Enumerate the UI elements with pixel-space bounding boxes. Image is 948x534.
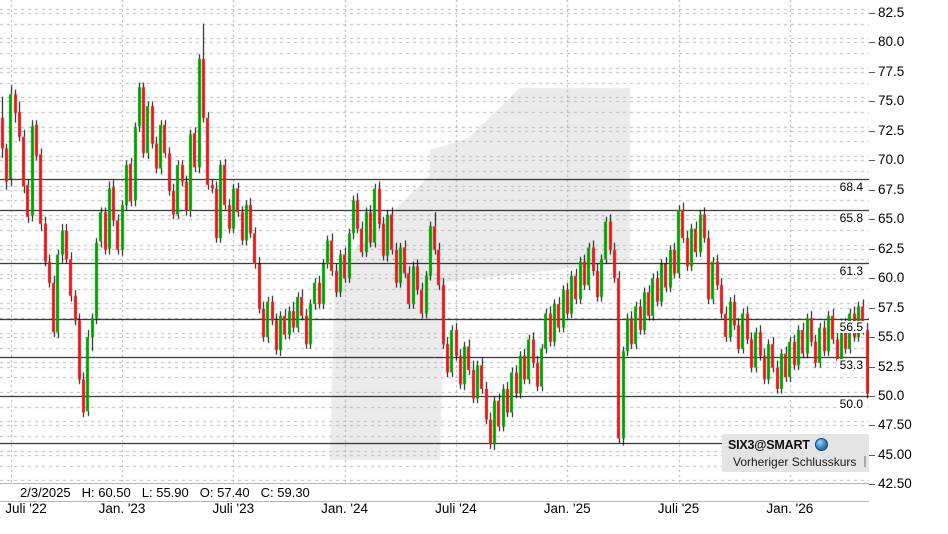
price-level-tag: 50.0 xyxy=(836,398,866,410)
y-tick-label: 77.5 xyxy=(878,63,905,79)
ohlc-high: H: 60.50 xyxy=(81,485,131,500)
y-tick-label: 75.0 xyxy=(878,93,905,109)
ohlc-date: 2/3/2025 xyxy=(20,485,71,500)
price-level-tag: 68.4 xyxy=(836,181,866,194)
candlestick-canvas[interactable] xyxy=(0,0,869,495)
y-tick-label: 62.5 xyxy=(878,240,905,256)
globe-icon xyxy=(814,438,828,451)
legend-color-swatch[interactable] xyxy=(864,456,867,467)
y-tick-label: 42.50 xyxy=(878,476,912,492)
price-level-tag: 53.3 xyxy=(836,359,866,372)
y-tick-mark xyxy=(869,12,875,14)
y-tick-mark xyxy=(869,307,875,309)
y-tick-mark xyxy=(869,101,875,103)
y-tick-label: 82.5 xyxy=(878,4,905,20)
y-tick-mark xyxy=(869,396,875,397)
y-tick-label: 67.5 xyxy=(878,181,905,197)
y-tick-mark xyxy=(869,454,875,456)
x-axis-tick-label: Juli '25 xyxy=(657,501,700,516)
y-tick-label: 80.0 xyxy=(878,34,905,50)
y-tick-label: 47.50 xyxy=(878,417,912,433)
y-tick-mark xyxy=(869,366,875,368)
x-axis-tick-label: Jan. '26 xyxy=(766,501,814,516)
y-tick-mark xyxy=(869,425,875,427)
y-tick-label: 50.0 xyxy=(878,388,905,403)
x-axis: Juli '22 Jan. '23 Juli '23 Jan. '24 Juli '24… xyxy=(0,495,869,534)
x-axis-tick-label: Juli '22 xyxy=(5,501,47,516)
plot-area[interactable]: 68.465.861.356.553.350.045.99 xyxy=(0,0,869,495)
legend-row-symbol[interactable]: SIX3@SMART xyxy=(728,436,865,453)
y-tick-label: 70.0 xyxy=(878,152,905,168)
y-tick-mark xyxy=(869,484,875,486)
y-tick-mark xyxy=(869,42,875,44)
price-level-tag: 65.8 xyxy=(836,211,866,224)
y-tick-label: 45.00 xyxy=(878,446,912,462)
y-tick-mark xyxy=(869,189,875,191)
y-axis: 82.5 80.0 77.5 75.0 72.5 70.0 67.5 65.0 62.5 60.0… xyxy=(869,0,948,495)
legend-row-prevclose[interactable]: Vorheriger Schlusskurs xyxy=(728,453,867,470)
ohlc-low: L: 55.90 xyxy=(141,485,189,500)
ohlc-readout-bar: 2/3/2025 H: 60.50 L: 55.90 O: 57.40 C: 5… xyxy=(0,483,869,502)
price-level-tag: 56.5 xyxy=(836,321,866,334)
x-axis-tick-label: Jan. '23 xyxy=(98,501,146,516)
y-tick-label: 55.0 xyxy=(878,329,905,345)
y-tick-mark xyxy=(869,219,875,221)
x-axis-tick-label: Juli '24 xyxy=(435,501,477,516)
x-axis-tick-label: Jan. '24 xyxy=(321,501,369,516)
y-tick-label: 65.0 xyxy=(878,211,905,227)
y-tick-mark xyxy=(869,337,875,339)
y-tick-label: 72.5 xyxy=(878,122,905,138)
y-tick-label: 52.5 xyxy=(878,358,905,374)
ohlc-open: O: 57.40 xyxy=(199,485,250,500)
x-axis-tick-label: Jan. '25 xyxy=(543,501,591,516)
legend-prevclose-label: Vorheriger Schlusskurs xyxy=(733,454,857,469)
x-axis-tick-label: Juli '23 xyxy=(212,501,255,516)
price-level-tag: 61.3 xyxy=(836,264,866,277)
y-tick-mark xyxy=(869,160,875,162)
y-tick-mark xyxy=(869,71,875,73)
y-tick-label: 57.5 xyxy=(878,299,905,315)
y-tick-label: 60.0 xyxy=(878,270,905,286)
y-tick-mark xyxy=(869,278,875,280)
ohlc-close: C: 59.30 xyxy=(260,485,310,500)
legend-symbol-label: SIX3@SMART xyxy=(728,437,810,452)
y-tick-mark xyxy=(869,248,875,250)
chart-legend[interactable]: SIX3@SMART Vorheriger Schlusskurs xyxy=(722,434,869,472)
y-tick-mark xyxy=(869,130,875,132)
